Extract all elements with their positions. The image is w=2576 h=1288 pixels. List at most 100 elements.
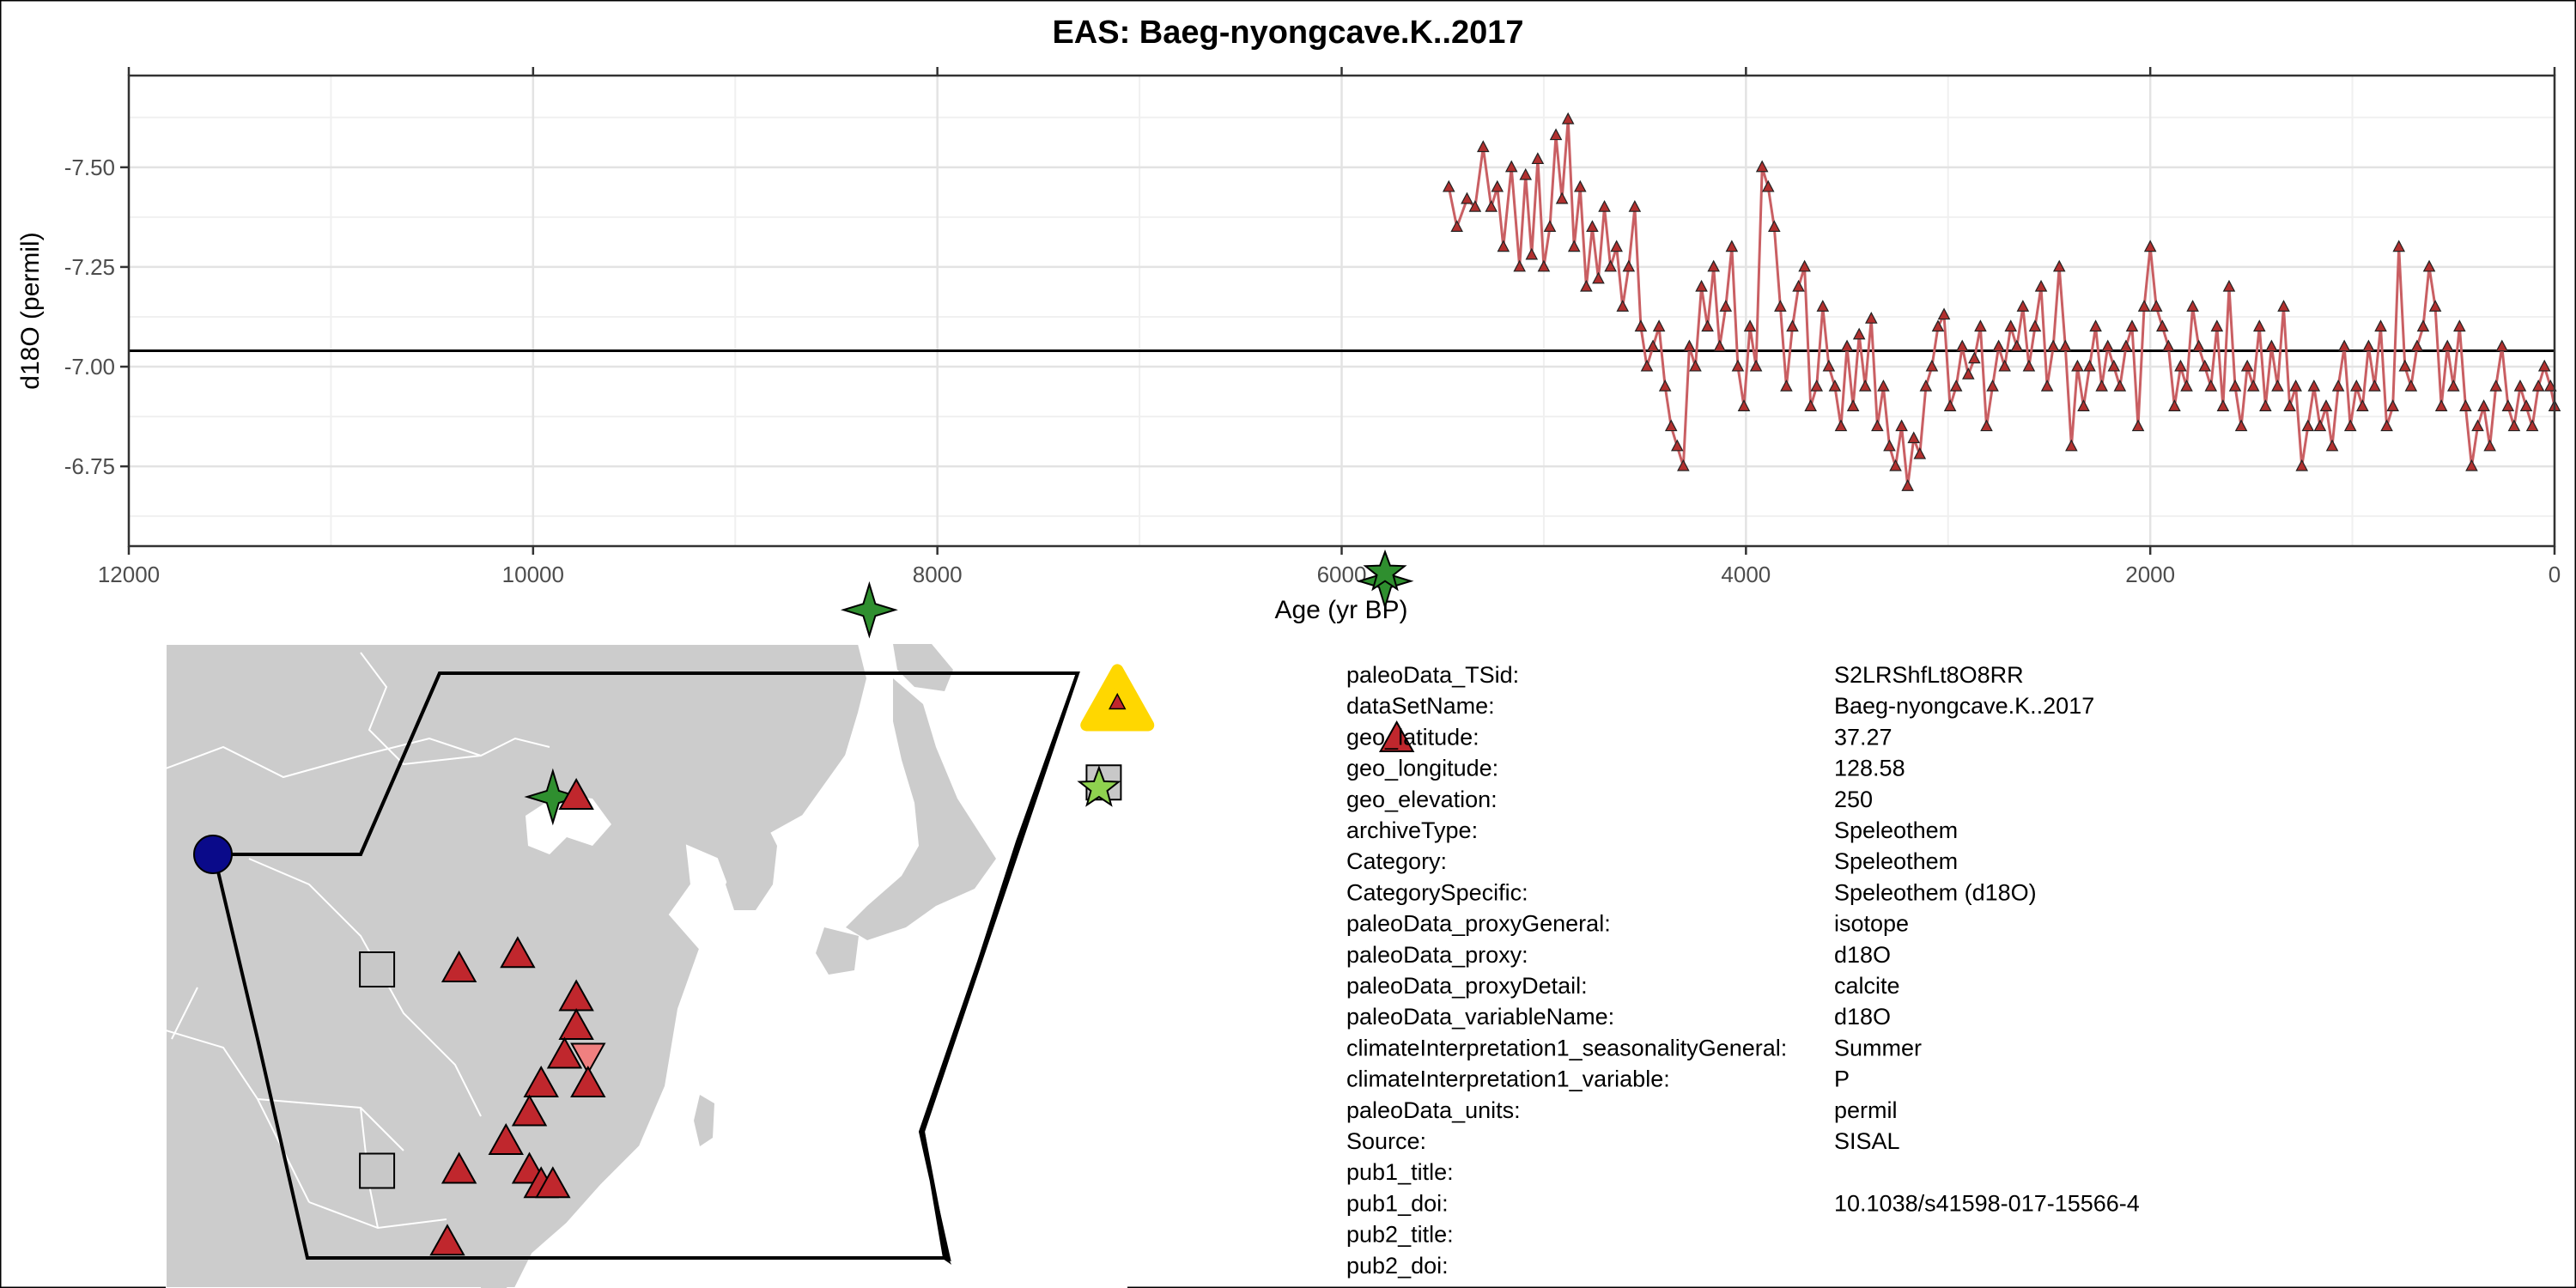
data-point [2537, 359, 2551, 372]
data-point [2513, 379, 2527, 392]
data-point [1968, 351, 1981, 364]
data-point [2149, 300, 2163, 312]
data-point [1840, 339, 1854, 352]
data-point [1961, 368, 1975, 380]
data-point [1931, 319, 1945, 332]
data-point [2483, 439, 2496, 452]
metadata-value: SISAL [1834, 1128, 1900, 1154]
metadata-key: dataSetName: [1346, 693, 1495, 719]
metadata-key: climateInterpretation1_variable: [1346, 1066, 1670, 1092]
data-point [1913, 447, 1927, 459]
data-point [2356, 399, 2369, 411]
metadata-key: paleoData_proxyDetail: [1346, 973, 1588, 999]
data-point [2313, 419, 2327, 432]
data-point [2052, 259, 2066, 272]
metadata-key: pub2_doi: [1346, 1253, 1449, 1279]
data-point [1871, 419, 1884, 432]
data-point [2046, 339, 2060, 352]
data-point [2228, 379, 2242, 392]
metadata-key: geo_latitude: [1346, 724, 1479, 750]
data-point [2362, 339, 2375, 352]
data-point [2349, 379, 2363, 392]
data-point [2307, 379, 2321, 392]
data-point [2198, 359, 2212, 372]
data-point [2331, 379, 2345, 392]
data-point [2155, 319, 2169, 332]
data-point [2034, 279, 2048, 292]
metadata-key: paleoData_variableName: [1346, 1004, 1614, 1030]
data-point [1573, 179, 1587, 192]
data-point [2453, 319, 2466, 332]
metadata-key: pub2_title: [1346, 1222, 1454, 1248]
metadata-value: Summer [1834, 1035, 1922, 1060]
data-point [2319, 399, 2333, 411]
data-point [2289, 379, 2302, 392]
metadata-value: P [1834, 1066, 1850, 1092]
metadata-value: isotope [1834, 911, 1909, 937]
data-point [1513, 259, 1526, 272]
data-point [1804, 399, 1817, 411]
data-point [2131, 419, 2145, 432]
japan-honshu [846, 678, 996, 940]
data-point [1677, 459, 1690, 471]
data-point [2125, 319, 2139, 332]
metadata-key: geo_elevation: [1346, 787, 1498, 812]
data-point [1822, 359, 1836, 372]
metadata-key: pub1_doi: [1346, 1190, 1449, 1216]
data-point [2246, 379, 2260, 392]
data-point [2265, 339, 2278, 352]
data-point [1749, 359, 1763, 372]
data-point [1531, 152, 1545, 165]
data-point [1461, 191, 1473, 204]
data-point [2489, 379, 2503, 392]
data-point [1907, 431, 1921, 444]
data-point [2295, 459, 2309, 471]
map-marker-star [524, 768, 582, 826]
data-point [1664, 419, 1678, 432]
data-point [1604, 259, 1617, 272]
data-point [2143, 240, 2157, 252]
data-point [2301, 419, 2315, 432]
metadata-value: calcite [1834, 973, 1900, 999]
data-point [2192, 339, 2205, 352]
metadata-key: paleoData_units: [1346, 1097, 1521, 1123]
data-point [2204, 379, 2218, 392]
data-point [2089, 319, 2102, 332]
y-tick-label: -7.50 [64, 155, 115, 180]
data-point [1652, 319, 1666, 332]
data-point [1998, 359, 2011, 372]
data-point [1895, 419, 1908, 432]
data-point [1992, 339, 2005, 352]
data-point [2010, 339, 2024, 352]
data-point [2162, 339, 2175, 352]
data-point [2252, 319, 2266, 332]
data-point [2168, 399, 2181, 411]
metadata-key: Source: [1346, 1128, 1426, 1154]
data-point [2428, 300, 2442, 312]
data-point [2471, 419, 2484, 432]
data-point [1491, 179, 1504, 192]
data-point [1567, 240, 1581, 252]
data-point [2404, 379, 2418, 392]
data-point [1646, 339, 1660, 352]
data-point [1476, 140, 1490, 153]
map-marker-triangle [535, 1166, 571, 1199]
data-point [2325, 439, 2339, 452]
data-point [2368, 379, 2381, 392]
data-point [2071, 359, 2084, 372]
metadata-value: 37.27 [1834, 724, 1893, 750]
data-point [1828, 379, 1842, 392]
data-point [1792, 279, 1805, 292]
y-tick-label: -6.75 [64, 453, 115, 479]
data-point [1810, 379, 1824, 392]
data-point [1816, 300, 1830, 312]
data-point [2343, 419, 2357, 432]
map-marker-star [840, 580, 898, 639]
data-point [1774, 300, 1787, 312]
map-marker-star5 [1363, 549, 1407, 592]
map-marker-triangle [440, 1151, 477, 1184]
y-axis: -7.50 -7.25 -7.00 -6.75 [64, 155, 129, 479]
metadata-key: archiveType: [1346, 817, 1478, 843]
time-series-plot: 12000 10000 8000 6000 4000 2000 0 -7.50-7.25-7… [16, 67, 2561, 624]
data-point [2095, 379, 2108, 392]
